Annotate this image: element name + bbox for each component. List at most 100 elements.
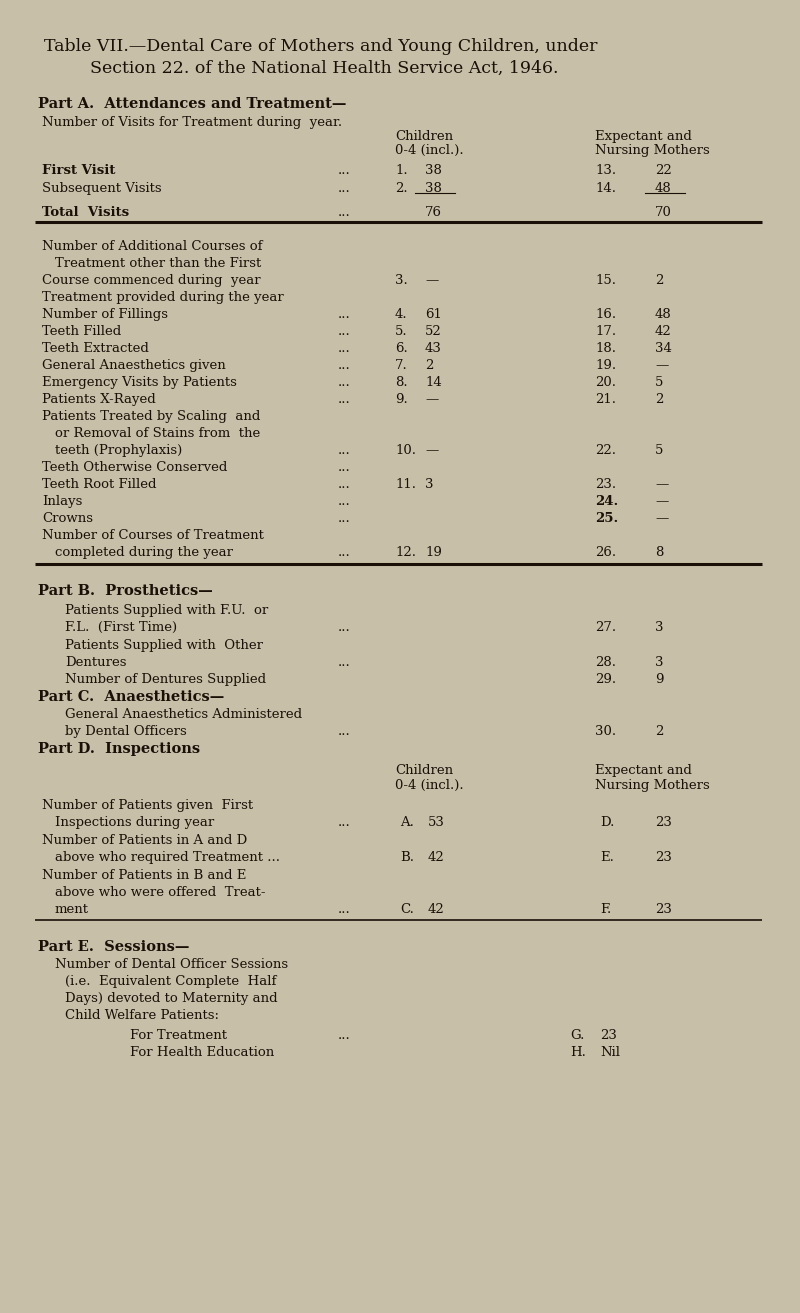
Text: Table VII.—Dental Care of Mothers and Young Children, under: Table VII.—Dental Care of Mothers and Yo… bbox=[44, 38, 598, 55]
Text: ...: ... bbox=[338, 725, 350, 738]
Text: Teeth Filled: Teeth Filled bbox=[42, 326, 122, 337]
Text: ...: ... bbox=[338, 183, 350, 196]
Text: teeth (Prophylaxis): teeth (Prophylaxis) bbox=[55, 444, 182, 457]
Text: 23.: 23. bbox=[595, 478, 616, 491]
Text: 9.: 9. bbox=[395, 393, 408, 406]
Text: Days) devoted to Maternity and: Days) devoted to Maternity and bbox=[65, 993, 278, 1004]
Text: 61: 61 bbox=[425, 309, 442, 320]
Text: ...: ... bbox=[338, 815, 350, 829]
Text: Nil: Nil bbox=[600, 1046, 620, 1060]
Text: Total  Visits: Total Visits bbox=[42, 206, 129, 219]
Text: B.: B. bbox=[400, 851, 414, 864]
Text: 22: 22 bbox=[655, 164, 672, 177]
Text: ...: ... bbox=[338, 341, 350, 355]
Text: ...: ... bbox=[338, 393, 350, 406]
Text: 16.: 16. bbox=[595, 309, 616, 320]
Text: or Removal of Stains from  the: or Removal of Stains from the bbox=[55, 427, 260, 440]
Text: Dentures: Dentures bbox=[65, 656, 126, 670]
Text: 43: 43 bbox=[425, 341, 442, 355]
Text: 10.: 10. bbox=[395, 444, 416, 457]
Text: 19: 19 bbox=[425, 546, 442, 559]
Text: ...: ... bbox=[338, 461, 350, 474]
Text: 23: 23 bbox=[655, 815, 672, 829]
Text: Nursing Mothers: Nursing Mothers bbox=[595, 144, 710, 158]
Text: by Dental Officers: by Dental Officers bbox=[65, 725, 186, 738]
Text: 17.: 17. bbox=[595, 326, 616, 337]
Text: Child Welfare Patients:: Child Welfare Patients: bbox=[65, 1008, 219, 1022]
Text: Expectant and: Expectant and bbox=[595, 764, 692, 777]
Text: Number of Patients in B and E: Number of Patients in B and E bbox=[42, 869, 246, 882]
Text: completed during the year: completed during the year bbox=[55, 546, 233, 559]
Text: above who were offered  Treat-: above who were offered Treat- bbox=[55, 886, 266, 899]
Text: ...: ... bbox=[338, 326, 350, 337]
Text: 4.: 4. bbox=[395, 309, 408, 320]
Text: Inlays: Inlays bbox=[42, 495, 82, 508]
Text: Number of Dental Officer Sessions: Number of Dental Officer Sessions bbox=[55, 958, 288, 972]
Text: ...: ... bbox=[338, 656, 350, 670]
Text: 42: 42 bbox=[428, 903, 445, 916]
Text: E.: E. bbox=[600, 851, 614, 864]
Text: ...: ... bbox=[338, 478, 350, 491]
Text: Emergency Visits by Patients: Emergency Visits by Patients bbox=[42, 376, 237, 389]
Text: (i.e.  Equivalent Complete  Half: (i.e. Equivalent Complete Half bbox=[65, 976, 276, 987]
Text: Number of Patients given  First: Number of Patients given First bbox=[42, 800, 253, 811]
Text: Number of Additional Courses of: Number of Additional Courses of bbox=[42, 240, 262, 253]
Text: 19.: 19. bbox=[595, 358, 616, 372]
Text: ...: ... bbox=[338, 546, 350, 559]
Text: Part A.  Attendances and Treatment—: Part A. Attendances and Treatment— bbox=[38, 97, 346, 112]
Text: Patients Supplied with F.U.  or: Patients Supplied with F.U. or bbox=[65, 604, 268, 617]
Text: Section 22. of the National Health Service Act, 1946.: Section 22. of the National Health Servi… bbox=[90, 60, 558, 77]
Text: 12.: 12. bbox=[395, 546, 416, 559]
Text: Inspections during year: Inspections during year bbox=[55, 815, 214, 829]
Text: ...: ... bbox=[338, 1029, 350, 1043]
Text: ...: ... bbox=[338, 206, 350, 219]
Text: Treatment provided during the year: Treatment provided during the year bbox=[42, 291, 284, 305]
Text: Teeth Root Filled: Teeth Root Filled bbox=[42, 478, 157, 491]
Text: F.L.  (First Time): F.L. (First Time) bbox=[65, 621, 177, 634]
Text: —: — bbox=[655, 495, 668, 508]
Text: 3: 3 bbox=[655, 621, 663, 634]
Text: Children: Children bbox=[395, 130, 453, 143]
Text: Number of Dentures Supplied: Number of Dentures Supplied bbox=[65, 674, 266, 685]
Text: —: — bbox=[655, 512, 668, 525]
Text: 8: 8 bbox=[655, 546, 663, 559]
Text: 53: 53 bbox=[428, 815, 445, 829]
Text: ...: ... bbox=[338, 621, 350, 634]
Text: ...: ... bbox=[338, 444, 350, 457]
Text: Part E.  Sessions—: Part E. Sessions— bbox=[38, 940, 190, 955]
Text: 11.: 11. bbox=[395, 478, 416, 491]
Text: 14: 14 bbox=[425, 376, 442, 389]
Text: 76: 76 bbox=[425, 206, 442, 219]
Text: Patients Supplied with  Other: Patients Supplied with Other bbox=[65, 639, 263, 653]
Text: 3.: 3. bbox=[395, 274, 408, 288]
Text: F.: F. bbox=[600, 903, 611, 916]
Text: General Anaesthetics given: General Anaesthetics given bbox=[42, 358, 226, 372]
Text: 23: 23 bbox=[655, 851, 672, 864]
Text: 1.: 1. bbox=[395, 164, 408, 177]
Text: 0-4 (incl.).: 0-4 (incl.). bbox=[395, 779, 464, 792]
Text: 70: 70 bbox=[655, 206, 672, 219]
Text: 24.: 24. bbox=[595, 495, 618, 508]
Text: 22.: 22. bbox=[595, 444, 616, 457]
Text: 23: 23 bbox=[655, 903, 672, 916]
Text: 48: 48 bbox=[655, 309, 672, 320]
Text: Crowns: Crowns bbox=[42, 512, 93, 525]
Text: —: — bbox=[655, 358, 668, 372]
Text: 48: 48 bbox=[655, 183, 672, 196]
Text: 23: 23 bbox=[600, 1029, 617, 1043]
Text: 9: 9 bbox=[655, 674, 663, 685]
Text: General Anaesthetics Administered: General Anaesthetics Administered bbox=[65, 708, 302, 721]
Text: 20.: 20. bbox=[595, 376, 616, 389]
Text: ...: ... bbox=[338, 376, 350, 389]
Text: First Visit: First Visit bbox=[42, 164, 115, 177]
Text: Course commenced during  year: Course commenced during year bbox=[42, 274, 261, 288]
Text: 34: 34 bbox=[655, 341, 672, 355]
Text: Part D.  Inspections: Part D. Inspections bbox=[38, 742, 200, 756]
Text: ...: ... bbox=[338, 164, 350, 177]
Text: ...: ... bbox=[338, 495, 350, 508]
Text: 26.: 26. bbox=[595, 546, 616, 559]
Text: 28.: 28. bbox=[595, 656, 616, 670]
Text: G.: G. bbox=[570, 1029, 584, 1043]
Text: 13.: 13. bbox=[595, 164, 616, 177]
Text: D.: D. bbox=[600, 815, 614, 829]
